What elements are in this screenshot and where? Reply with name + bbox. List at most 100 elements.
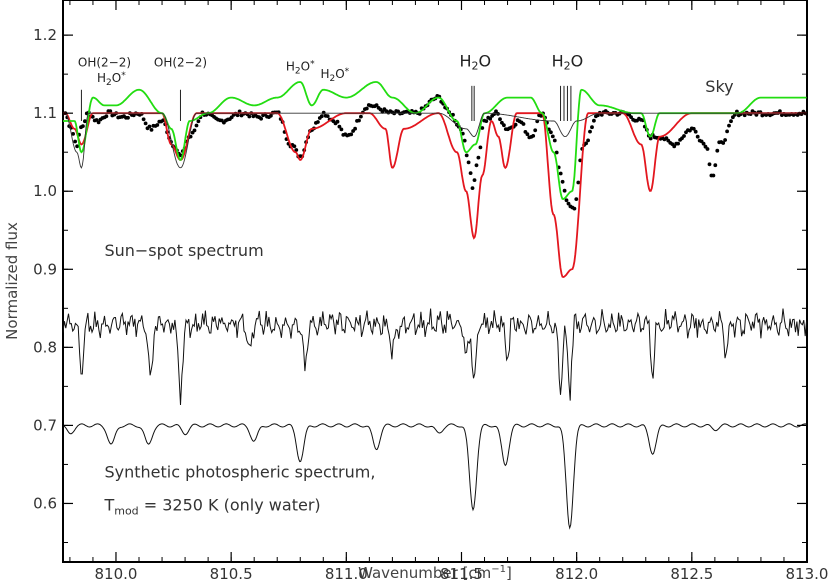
observed-point	[682, 134, 686, 138]
observed-point	[472, 178, 477, 183]
observed-point	[586, 138, 590, 143]
observed-point	[470, 186, 475, 191]
x-tick-label: 812.0	[555, 565, 598, 582]
y-tick-label: 1.1	[33, 104, 57, 122]
observed-point	[235, 113, 240, 118]
observed-point	[566, 201, 571, 206]
observed-point	[81, 124, 85, 128]
line-annotation: OH(2−2)	[78, 55, 131, 69]
observed-point	[464, 153, 469, 158]
observed-point	[319, 114, 324, 119]
observed-point	[701, 141, 706, 146]
observed-point	[339, 127, 344, 132]
observed-point	[316, 120, 320, 124]
y-tick-label: 0.8	[33, 338, 57, 356]
observed-point	[192, 128, 197, 133]
observed-point	[564, 198, 569, 203]
observed-point	[349, 132, 354, 137]
observed-point	[353, 126, 357, 131]
observed-point	[104, 114, 109, 119]
line-annotation: H2O*	[286, 59, 315, 76]
observed-point	[269, 113, 273, 118]
observed-point	[359, 114, 363, 119]
y-tick-label: 0.6	[33, 494, 57, 512]
observed-point	[552, 138, 557, 143]
observed-point	[729, 119, 733, 124]
observed-point	[648, 136, 653, 141]
observed-point	[562, 188, 567, 193]
observed-point	[629, 115, 633, 119]
observed-point	[533, 128, 538, 133]
observed-point	[727, 123, 731, 128]
y-tick-label: 0.7	[33, 416, 57, 434]
x-axis-label-sup: −1	[491, 564, 506, 575]
observed-point	[574, 197, 579, 202]
observed-point	[550, 134, 555, 139]
observed-point	[476, 155, 481, 160]
observed-point	[725, 129, 729, 134]
observed-point	[108, 109, 113, 113]
thin-model-line	[63, 112, 807, 169]
sunspot-spectrum-line	[63, 308, 807, 406]
observed-point	[590, 125, 594, 130]
observed-point	[588, 129, 592, 134]
observed-point	[592, 118, 596, 123]
observed-point	[711, 173, 716, 178]
observed-point	[337, 124, 342, 129]
x-axis-label: Wavenumber [cm−1]	[358, 564, 512, 582]
x-tick-label: 813.0	[786, 565, 829, 582]
observed-point	[194, 123, 199, 128]
observed-point	[466, 160, 471, 165]
observed-point	[357, 118, 361, 123]
observed-point	[294, 148, 299, 152]
observed-point	[707, 162, 712, 167]
series-layer	[63, 81, 807, 530]
observed-point	[549, 130, 553, 135]
observed-point	[576, 180, 581, 185]
observed-point	[672, 144, 677, 149]
synthetic-label-t: T	[103, 495, 114, 514]
observed-point	[374, 103, 379, 108]
line-annotation: H2O	[552, 51, 584, 72]
sunspot-label: Sun−spot spectrum	[104, 241, 263, 260]
x-tick-label: 810.5	[210, 565, 253, 582]
synthetic-label-sub: mod	[114, 504, 138, 517]
observed-point	[292, 144, 297, 149]
observed-point	[778, 109, 782, 113]
observed-point	[554, 150, 559, 155]
observed-point	[691, 126, 696, 131]
observed-point	[742, 113, 747, 118]
observed-point	[531, 134, 536, 138]
x-tick-label: 812.5	[670, 565, 713, 582]
x-tick-label: 811.0	[325, 565, 368, 582]
synthetic-label-line1: Synthetic photospheric spectrum,	[104, 463, 375, 482]
observed-point	[715, 148, 720, 153]
observed-point	[321, 110, 326, 115]
observed-point	[560, 179, 565, 184]
observed-point	[513, 122, 518, 127]
observed-point	[247, 114, 252, 119]
observed-point	[676, 141, 680, 146]
tick-layer	[63, 0, 808, 562]
green-model-line	[63, 81, 807, 200]
observed-point	[462, 138, 467, 143]
observed-point	[558, 171, 563, 176]
observed-point	[713, 163, 718, 168]
x-tick-label: 810.0	[95, 565, 138, 582]
y-tick-label: 1.0	[33, 182, 57, 200]
observed-point	[474, 163, 479, 168]
line-annotation: OH(2−2)	[154, 55, 207, 69]
observed-point	[693, 129, 698, 134]
observed-point	[525, 132, 530, 137]
observed-point	[502, 123, 506, 128]
observed-point	[721, 141, 726, 145]
observed-point	[498, 117, 502, 122]
observed-point	[71, 132, 75, 136]
observed-point	[141, 117, 146, 122]
observed-point	[695, 134, 700, 139]
observed-point	[149, 127, 154, 132]
annotation-layer: OH(2−2) H2O* OH(2−2) H2O* H2O* H2O H2O Sky	[78, 51, 734, 96]
observed-point	[521, 122, 526, 126]
plot-frame	[62, 0, 808, 563]
synthetic-spectrum-line	[63, 423, 807, 530]
